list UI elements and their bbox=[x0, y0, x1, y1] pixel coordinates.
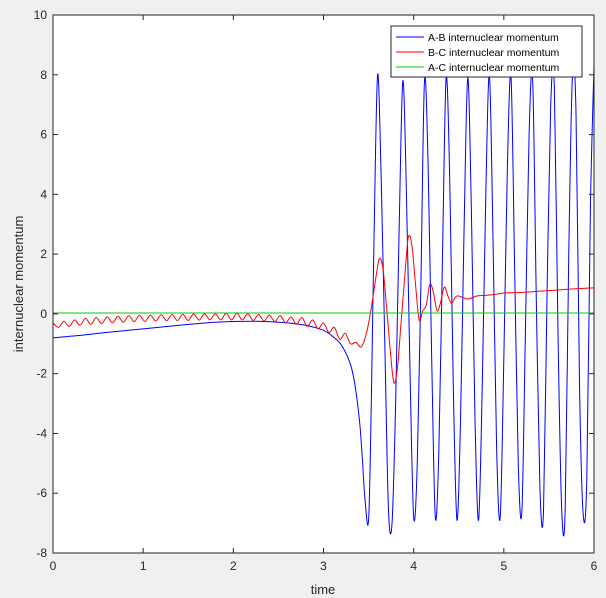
y-tick-label: -2 bbox=[36, 367, 47, 381]
x-axis-label: time bbox=[311, 582, 336, 597]
x-tick-label: 4 bbox=[410, 559, 417, 573]
y-tick-label: 8 bbox=[40, 68, 47, 82]
x-tick-label: 2 bbox=[230, 559, 237, 573]
series-line-1 bbox=[52, 234, 595, 384]
y-tick-label: 10 bbox=[34, 8, 48, 22]
plot-area bbox=[53, 15, 594, 553]
y-tick-label: 4 bbox=[40, 187, 47, 201]
x-tick-label: 6 bbox=[591, 559, 598, 573]
y-tick-label: -8 bbox=[36, 546, 47, 560]
x-tick-label: 0 bbox=[50, 559, 57, 573]
y-tick-label: 2 bbox=[40, 247, 47, 261]
legend: A-B internuclear momentum B-C internuclea… bbox=[390, 25, 583, 78]
legend-entry: A-C internuclear momentum bbox=[428, 62, 560, 74]
y-tick-label: -6 bbox=[36, 486, 47, 500]
legend-entry: B-C internuclear momentum bbox=[428, 47, 560, 59]
y-tick-label: 0 bbox=[40, 307, 47, 321]
legend-entry: A-B internuclear momentum bbox=[428, 32, 559, 44]
y-tick-label: -4 bbox=[36, 426, 47, 440]
series-line-0 bbox=[52, 63, 595, 537]
y-tick-label: 6 bbox=[40, 128, 47, 142]
y-axis-label: internuclear momentum bbox=[11, 216, 26, 353]
y-axis: -8 -6 -4 -2 0 2 4 6 8 10 bbox=[34, 8, 594, 560]
x-tick-label: 1 bbox=[140, 559, 147, 573]
x-axis: 0 1 2 3 4 5 6 bbox=[50, 15, 598, 573]
x-tick-label: 5 bbox=[500, 559, 507, 573]
series-layer bbox=[52, 63, 595, 537]
x-tick-label: 3 bbox=[320, 559, 327, 573]
